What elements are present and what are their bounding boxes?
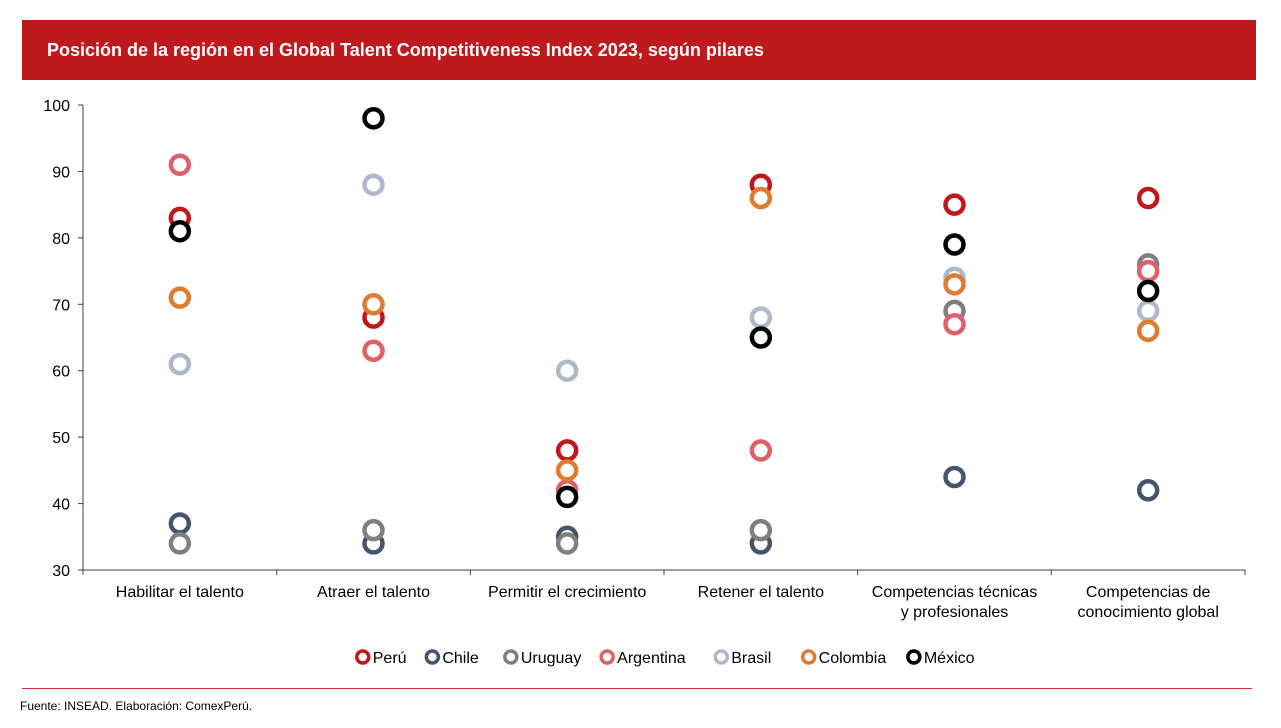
data-point xyxy=(943,233,966,256)
legend-marker xyxy=(424,649,441,665)
legend-marker xyxy=(906,649,922,665)
data-point xyxy=(555,439,579,462)
legend-label: Argentina xyxy=(617,650,686,667)
data-point xyxy=(168,512,192,535)
data-point xyxy=(749,186,773,210)
legend-marker xyxy=(800,649,817,665)
legend-label: Colombia xyxy=(819,650,887,667)
x-category-label: Retener el talento xyxy=(698,584,824,601)
data-point xyxy=(362,293,385,316)
y-tick-label: 40 xyxy=(52,497,70,514)
data-point xyxy=(1136,259,1160,283)
y-tick-label: 90 xyxy=(52,164,70,181)
footer-divider xyxy=(22,688,1252,689)
legend-label: Perú xyxy=(373,650,407,667)
data-point xyxy=(943,193,966,216)
legend-label: México xyxy=(924,650,975,667)
legend-marker xyxy=(503,649,519,665)
data-point xyxy=(749,326,773,349)
data-point xyxy=(749,518,773,542)
data-point xyxy=(943,273,966,296)
data-point xyxy=(555,459,579,482)
data-point xyxy=(362,339,385,363)
y-tick-label: 50 xyxy=(52,430,70,447)
legend-marker xyxy=(713,649,729,665)
source-note: Fuente: INSEAD. Elaboración: ComexPerú. xyxy=(20,699,253,713)
data-point xyxy=(1136,279,1160,303)
x-category-label: Atraer el talento xyxy=(317,584,430,601)
chart-title: Posición de la región en el Global Talen… xyxy=(47,40,764,60)
y-tick-label: 80 xyxy=(52,231,70,248)
data-point xyxy=(1136,186,1160,210)
data-point xyxy=(168,153,192,177)
data-point xyxy=(555,485,579,509)
data-point xyxy=(362,173,385,196)
data-point xyxy=(1136,299,1160,323)
legend-marker xyxy=(599,649,615,665)
x-category-label: Permitir el crecimiento xyxy=(488,584,646,601)
data-point xyxy=(168,532,192,555)
data-point xyxy=(168,286,192,309)
legend-marker xyxy=(355,649,371,665)
data-point xyxy=(168,219,192,243)
x-category-label: Habilitar el talento xyxy=(116,584,244,601)
x-category-label: Competencias técnicas y profesionales xyxy=(872,584,1037,621)
data-point xyxy=(749,306,773,329)
data-point xyxy=(1136,479,1160,502)
data-point xyxy=(1136,319,1160,343)
chart-header: Posición de la región en el Global Talen… xyxy=(22,20,1256,80)
y-tick-label: 30 xyxy=(52,563,70,580)
data-point xyxy=(555,359,579,382)
data-point xyxy=(555,532,579,555)
legend-label: Brasil xyxy=(731,650,771,667)
legend-label: Uruguay xyxy=(521,650,581,667)
data-point xyxy=(749,439,773,462)
x-category-label: Competencias de conocimiento global xyxy=(1077,584,1218,621)
data-point xyxy=(362,518,385,542)
data-point xyxy=(362,107,385,130)
data-point xyxy=(943,465,966,489)
y-tick-label: 60 xyxy=(52,364,70,381)
y-tick-label: 70 xyxy=(52,297,70,314)
y-tick-label: 100 xyxy=(43,98,70,115)
legend-label: Chile xyxy=(442,650,479,667)
data-point xyxy=(168,352,192,376)
data-point xyxy=(943,312,966,336)
